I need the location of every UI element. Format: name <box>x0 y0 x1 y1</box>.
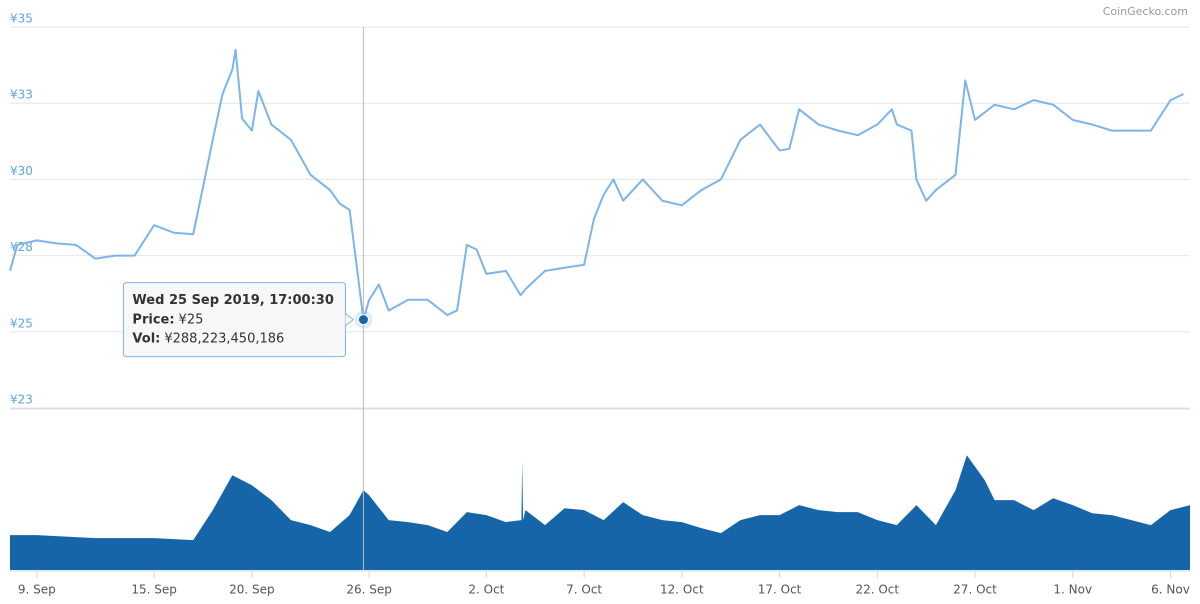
hover-point <box>357 314 369 326</box>
x-tick-label: 26. Sep <box>346 583 392 597</box>
tooltip: Wed 25 Sep 2019, 17:00:30 Price: ¥25 Vol: ¥2… <box>122 282 355 358</box>
x-tick-label: 20. Sep <box>229 583 275 597</box>
tooltip-price-value: ¥25 <box>179 312 204 327</box>
x-tick-label: 17. Oct <box>758 583 802 597</box>
tooltip-date: Wed 25 Sep 2019, 17:00:30 <box>132 293 333 308</box>
y-tick-label: ¥25 <box>10 316 33 330</box>
y-tick-label: ¥23 <box>10 393 33 407</box>
y-tick-label: ¥33 <box>10 88 33 102</box>
tooltip-price: Price: ¥25 <box>132 312 203 327</box>
x-tick-label: 6. Nov <box>1151 583 1190 597</box>
tooltip-vol-value: ¥288,223,450,186 <box>164 331 284 346</box>
tooltip-pointer <box>345 313 355 327</box>
x-tick-label: 12. Oct <box>660 583 704 597</box>
x-tick-label: 15. Sep <box>131 583 177 597</box>
tooltip-vol-key: Vol: <box>132 331 160 346</box>
tooltip-price-key: Price: <box>132 312 174 327</box>
x-tick-label: 1. Nov <box>1053 583 1092 597</box>
x-tick-label: 22. Oct <box>855 583 899 597</box>
x-tick-label: 7. Oct <box>566 583 602 597</box>
x-tick-label: 9. Sep <box>18 583 56 597</box>
watermark: CoinGecko.com <box>1103 5 1188 18</box>
price-line <box>9 48 1184 321</box>
y-tick-label: ¥30 <box>10 164 33 178</box>
y-tick-label: ¥35 <box>10 12 33 26</box>
tooltip-vol: Vol: ¥288,223,450,186 <box>132 331 284 346</box>
volume-area <box>10 455 1190 570</box>
x-tick-label: 27. Oct <box>953 583 997 597</box>
x-tick-label: 2. Oct <box>468 583 504 597</box>
